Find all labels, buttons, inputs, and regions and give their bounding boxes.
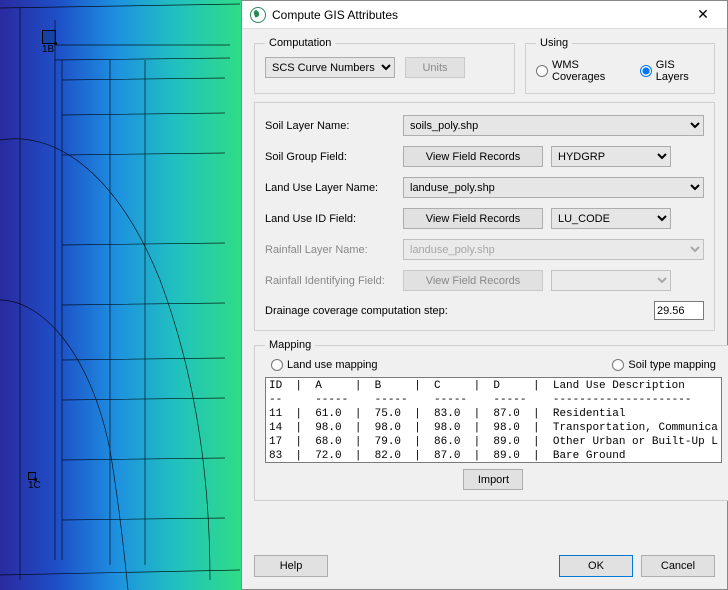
titlebar: Compute GIS Attributes ✕ — [242, 1, 727, 29]
rainfall-layer-select: landuse_poly.shp — [403, 239, 704, 260]
using-group: Using WMS Coverages GIS Layers — [525, 37, 715, 94]
landuse-id-label: Land Use ID Field: — [265, 213, 395, 225]
mapping-table[interactable]: ID | A | B | C | D | Land Use Descriptio… — [265, 377, 722, 463]
soil-group-select[interactable]: HYDGRP — [551, 146, 671, 167]
drainage-step-label: Drainage coverage computation step: — [265, 305, 448, 317]
soil-layer-select[interactable]: soils_poly.shp — [403, 115, 704, 136]
radio-gis[interactable]: GIS Layers — [640, 59, 704, 83]
mapping-group: Mapping Land use mapping Soil type mappi… — [254, 339, 728, 501]
computation-legend: Computation — [265, 37, 335, 49]
compute-gis-dialog: Compute GIS Attributes ✕ Computation SCS… — [241, 0, 728, 590]
app-icon — [250, 7, 266, 23]
dialog-title: Compute GIS Attributes — [272, 8, 683, 22]
radio-soil-mapping[interactable]: Soil type mapping — [612, 359, 715, 371]
rainfall-field-view-button: View Field Records — [403, 270, 543, 291]
help-button[interactable]: Help — [254, 555, 328, 577]
rainfall-field-select — [551, 270, 671, 291]
drainage-step-input[interactable] — [654, 301, 704, 320]
computation-select[interactable]: SCS Curve Numbers — [265, 57, 395, 78]
rainfall-field-label: Rainfall Identifying Field: — [265, 275, 395, 287]
rainfall-layer-label: Rainfall Layer Name: — [265, 244, 395, 256]
landuse-id-view-button[interactable]: View Field Records — [403, 208, 543, 229]
map-marker-1b[interactable]: 1B — [42, 30, 56, 55]
layers-group: Soil Layer Name: soils_poly.shp Soil Gro… — [254, 102, 715, 331]
marker-label: 1C — [28, 480, 41, 491]
marker-label: 1B — [42, 44, 54, 55]
close-button[interactable]: ✕ — [683, 1, 723, 29]
dialog-footer: Help OK Cancel — [242, 549, 727, 589]
units-button: Units — [405, 57, 465, 78]
radio-landuse-mapping[interactable]: Land use mapping — [271, 359, 378, 371]
landuse-layer-label: Land Use Layer Name: — [265, 182, 395, 194]
using-legend: Using — [536, 37, 572, 49]
soil-group-label: Soil Group Field: — [265, 151, 395, 163]
radio-wms[interactable]: WMS Coverages — [536, 59, 626, 83]
import-button[interactable]: Import — [463, 469, 523, 490]
map-marker-1c[interactable]: 1C — [28, 472, 41, 491]
computation-group: Computation SCS Curve Numbers Units — [254, 37, 515, 94]
cancel-button[interactable]: Cancel — [641, 555, 715, 577]
landuse-id-select[interactable]: LU_CODE — [551, 208, 671, 229]
mapping-legend: Mapping — [265, 339, 315, 351]
landuse-layer-select[interactable]: landuse_poly.shp — [403, 177, 704, 198]
soil-group-view-button[interactable]: View Field Records — [403, 146, 543, 167]
ok-button[interactable]: OK — [559, 555, 633, 577]
soil-layer-label: Soil Layer Name: — [265, 120, 395, 132]
